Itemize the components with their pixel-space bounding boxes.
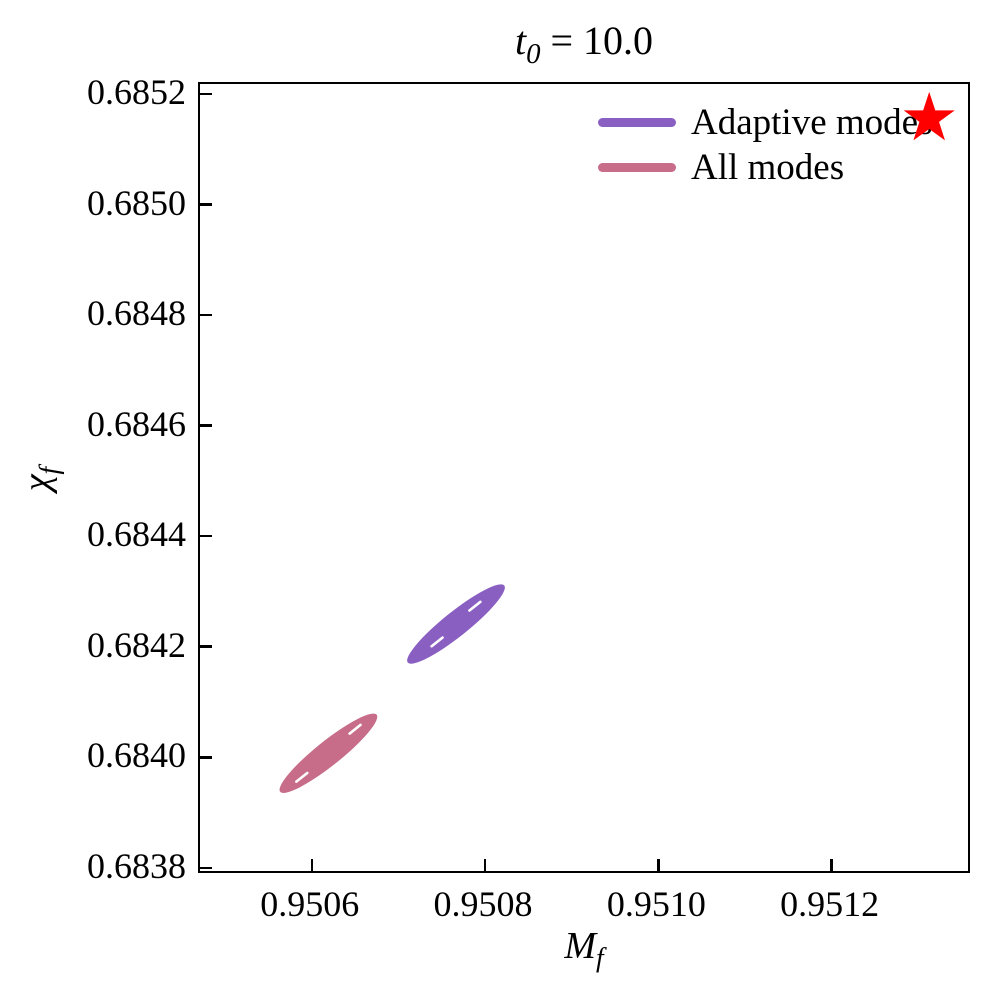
x-tick-label: 0.9510: [606, 884, 706, 924]
y-tick-mark: [200, 313, 212, 317]
inner-contour-dash: [468, 600, 482, 612]
y-tick-mark: [200, 534, 212, 538]
y-tick-label: 0.6852: [87, 71, 186, 112]
inner-contour-dash: [430, 636, 444, 648]
legend-item-all-modes: All modes: [598, 145, 932, 190]
y-tick-label: 0.6840: [87, 735, 186, 776]
adaptive-modes-line-swatch: [598, 118, 676, 127]
confidence-ellipse-adaptive-modes: [407, 584, 505, 664]
all-modes-line-swatch: [598, 163, 676, 172]
x-tick-mark: [483, 859, 487, 871]
plot-area: Adaptive modes All modes: [198, 82, 970, 873]
title-variable: t: [514, 18, 527, 63]
inner-contour-dash: [348, 723, 362, 735]
legend-label-all-modes: All modes: [691, 147, 845, 188]
y-tick-mark: [200, 203, 212, 206]
y-tick-mark: [200, 92, 212, 96]
inner-contour-dash: [295, 771, 309, 783]
x-axis-symbol: M: [564, 925, 597, 967]
plot-drawing-layer: [279, 91, 955, 793]
y-axis-symbol: χ: [16, 474, 59, 492]
y-tick-label: 0.6846: [87, 403, 186, 444]
title-value: = 10.0: [540, 18, 654, 63]
plot-title: t0 = 10.0: [198, 18, 970, 77]
x-tick-label: 0.9506: [260, 884, 360, 924]
x-tick-mark: [657, 859, 660, 871]
x-tick-label: 0.9508: [433, 884, 533, 924]
y-tick-label: 0.6848: [87, 293, 186, 334]
legend-item-adaptive-modes: Adaptive modes: [598, 100, 932, 145]
legend-label-adaptive-modes: Adaptive modes: [691, 102, 933, 143]
y-axis-label: χf: [15, 467, 65, 491]
x-axis-label: Mf: [198, 924, 970, 974]
y-tick-label: 0.6844: [87, 514, 186, 555]
y-tick-label: 0.6842: [87, 624, 186, 665]
y-tick-mark: [200, 645, 212, 648]
x-tick-mark: [310, 859, 314, 871]
y-tick-label: 0.6850: [87, 182, 186, 223]
confidence-ellipse-all-modes: [279, 713, 378, 793]
y-axis-subscript: f: [33, 466, 64, 475]
title-subscript: 0: [526, 38, 541, 70]
legend: Adaptive modes All modes: [598, 100, 932, 190]
x-tick-label: 0.9512: [780, 884, 880, 924]
y-tick-mark: [200, 756, 212, 759]
y-tick-mark: [200, 424, 212, 427]
y-tick-mark: [200, 866, 212, 870]
x-axis-subscript: f: [596, 942, 604, 973]
x-tick-mark: [830, 859, 833, 871]
y-tick-label: 0.6838: [87, 845, 186, 886]
